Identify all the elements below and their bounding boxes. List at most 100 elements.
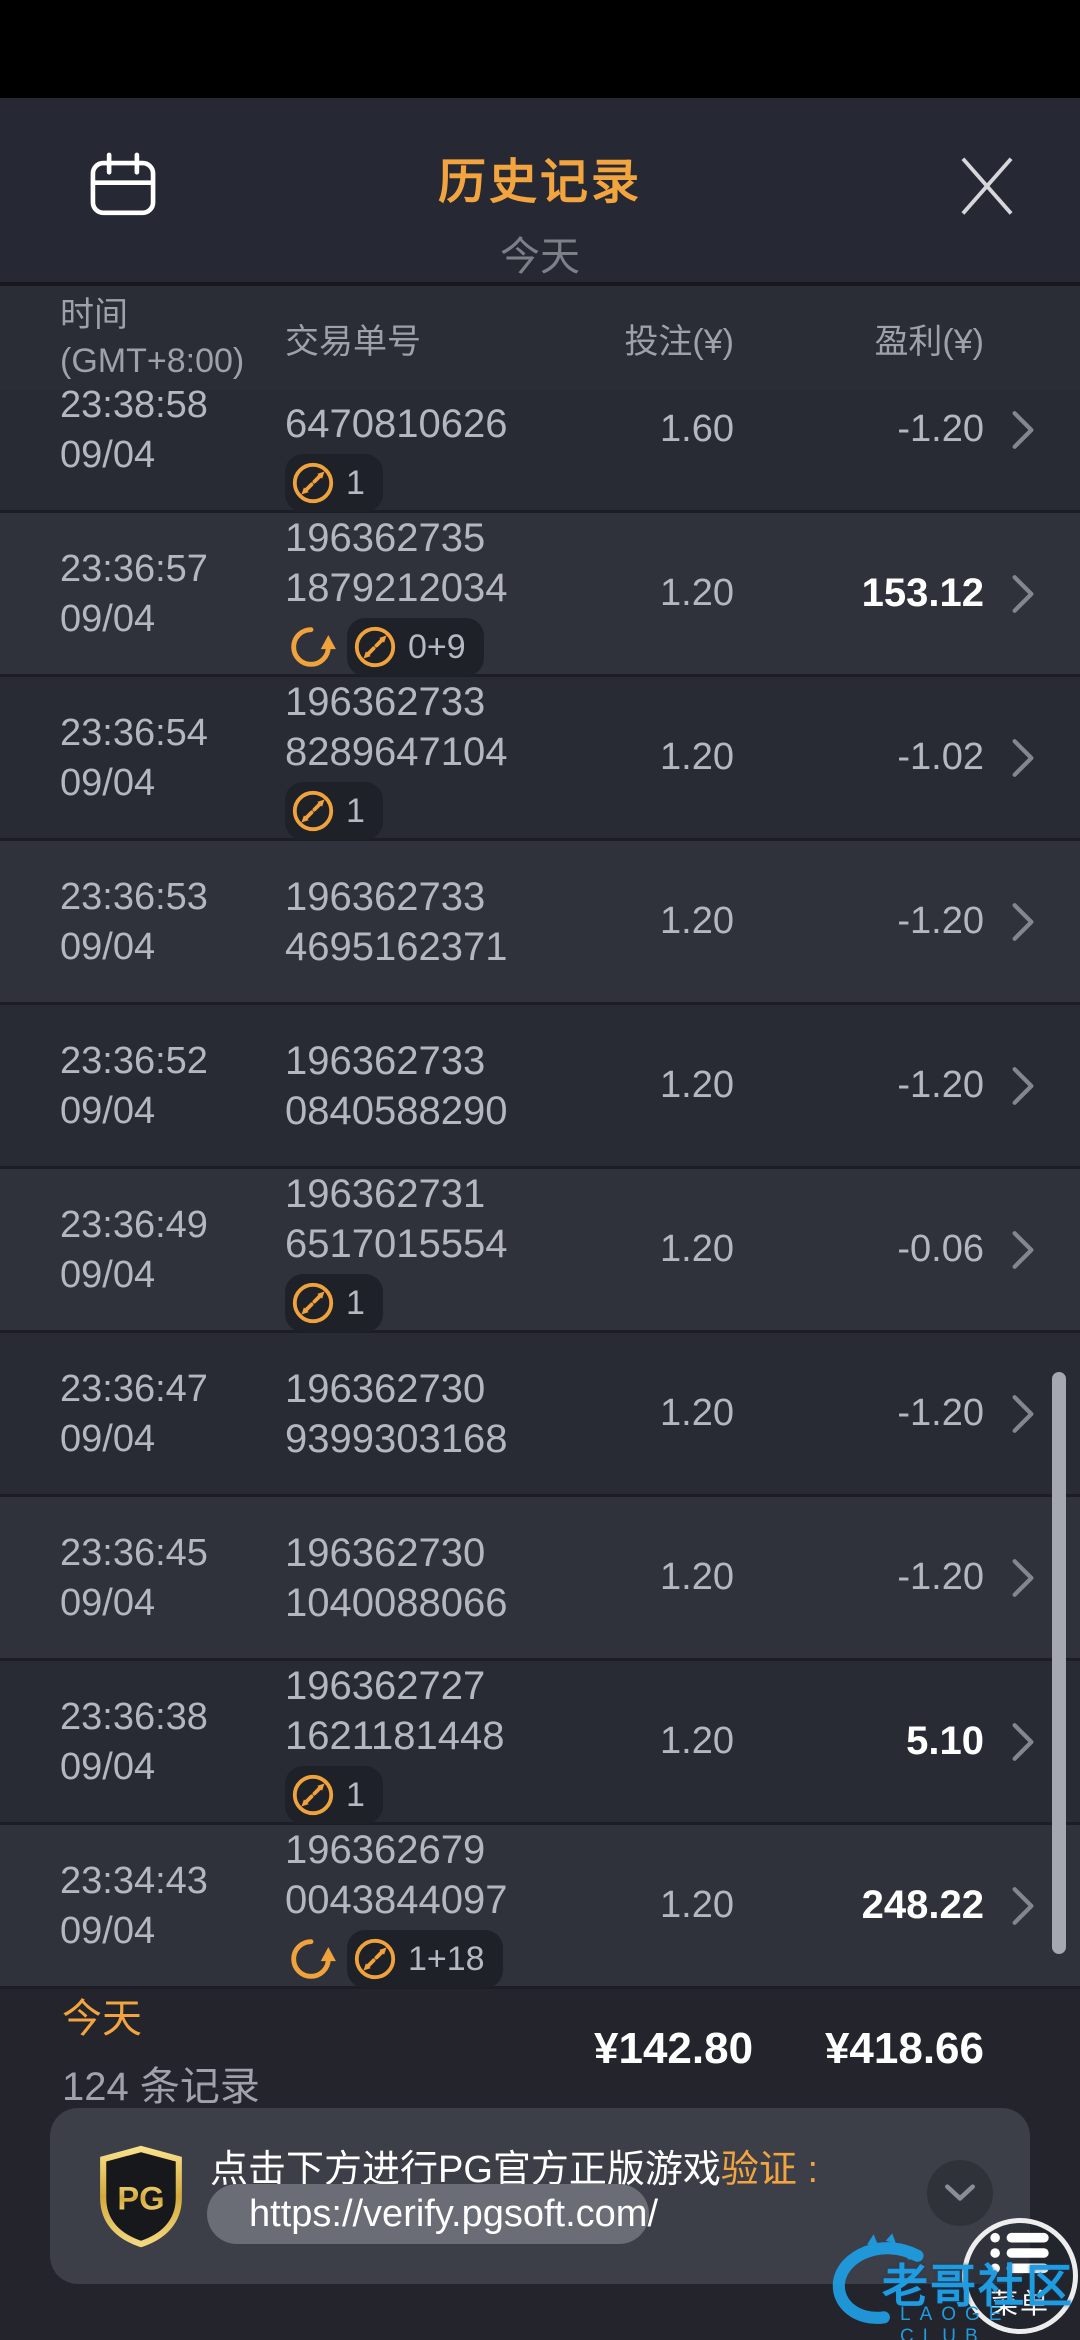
- table-row[interactable]: 23:36:52 09/04 196362733 0840588290 1.20…: [0, 1005, 1080, 1169]
- floating-menu-button[interactable]: 菜单: [962, 2218, 1078, 2334]
- row-date: 09/04: [60, 925, 156, 968]
- row-profit: -1.20: [897, 900, 984, 942]
- row-bet: 1.20: [660, 572, 734, 614]
- row-time: 23:36:57: [60, 547, 208, 590]
- feature-badge: 1: [285, 1273, 383, 1332]
- row-id-line2: 1621181448: [285, 1713, 505, 1758]
- table-row[interactable]: 23:36:54 09/04 196362733 8289647104: [0, 677, 1080, 841]
- column-bet: 投注(¥): [624, 322, 734, 361]
- row-bet: 1.20: [660, 1884, 734, 1926]
- chevron-right-icon: [1012, 738, 1034, 777]
- feature-badge: 1: [285, 781, 383, 840]
- row-id-cell: 196362733 0840588290: [285, 1036, 594, 1136]
- table-row[interactable]: 23:36:49 09/04 196362731 6517015554: [0, 1169, 1080, 1333]
- row-time: 23:36:38: [60, 1695, 208, 1738]
- row-profit: -1.20: [897, 1064, 984, 1106]
- row-id-line2: 6517015554: [285, 1221, 508, 1266]
- banner-verify-link[interactable]: 验证 :: [720, 2149, 819, 2191]
- row-id-line2: 1879212034: [285, 565, 508, 610]
- row-profit: -1.02: [897, 736, 984, 778]
- row-id-line1: 196362679: [285, 1827, 486, 1872]
- feature-badge: 0+9: [347, 617, 484, 676]
- row-id-line1: 196362730: [285, 1530, 486, 1575]
- chevron-right-icon: [1012, 1558, 1034, 1597]
- row-id-cell: 196362731 6517015554 1: [285, 1169, 594, 1332]
- chevron-right-icon: [1012, 902, 1034, 941]
- header: 历史记录 今天: [0, 98, 1080, 282]
- summary-total-profit: ¥418.66: [824, 2024, 984, 2073]
- row-profit: -0.06: [897, 1228, 984, 1270]
- verify-url-button[interactable]: https://verify.pgsoft.com/: [207, 2184, 658, 2244]
- calendar-icon: [90, 152, 156, 216]
- summary-record-count: 124 条记录: [62, 2065, 260, 2109]
- multiplier-icon: [292, 1282, 334, 1323]
- row-date: 09/04: [60, 1089, 156, 1132]
- row-badges: 1: [285, 453, 594, 512]
- feature-count: 1: [346, 1283, 365, 1322]
- row-id-line1: 196362733: [285, 1038, 486, 1083]
- table-row[interactable]: 23:36:53 09/04 196362733 4695162371 1.20…: [0, 841, 1080, 1005]
- row-id-cell: 196362733 4695162371: [285, 872, 594, 972]
- row-profit: 5.10: [906, 1719, 984, 1763]
- table-row[interactable]: 23:36:57 09/04 196362735 1879212034: [0, 513, 1080, 677]
- row-profit: -1.20: [897, 1392, 984, 1434]
- column-transaction-id: 交易单号: [285, 322, 421, 361]
- row-time: 23:36:45: [60, 1531, 208, 1574]
- row-time: 23:36:54: [60, 711, 208, 754]
- scrollbar[interactable]: [1052, 1372, 1066, 1954]
- chevron-down-icon: [945, 2184, 975, 2201]
- chevron-right-icon: [1012, 1066, 1034, 1105]
- table-row[interactable]: 23:36:47 09/04 196362730 9399303168 1.20…: [0, 1333, 1080, 1497]
- row-chevron[interactable]: [984, 409, 1036, 451]
- multiplier-icon: [292, 1774, 334, 1815]
- close-icon: [961, 157, 1013, 215]
- chevron-right-icon: [1012, 574, 1034, 613]
- summary-bar: 今天 124 条记录 ¥142.80 ¥418.66: [0, 1990, 1080, 2109]
- table-row[interactable]: 23:38:58 09/04 196362736 6470810626: [0, 390, 1080, 513]
- chevron-right-icon: [1012, 1722, 1034, 1761]
- row-id-line1: 196362730: [285, 1366, 486, 1411]
- table-row[interactable]: 23:36:38 09/04 196362727 1621181448: [0, 1661, 1080, 1825]
- feature-count: 1+18: [408, 1939, 485, 1978]
- row-chevron[interactable]: [984, 1885, 1036, 1927]
- row-profit: 248.22: [861, 1883, 984, 1927]
- row-bet: 1.20: [660, 1556, 734, 1598]
- row-id-cell: 196362736 6470810626 1: [285, 390, 594, 512]
- row-id-line2: 1040088066: [285, 1580, 508, 1625]
- row-time: 23:34:43: [60, 1859, 208, 1902]
- row-id-line1: 196362736: [285, 390, 594, 399]
- row-date: 09/04: [60, 1253, 156, 1296]
- row-chevron[interactable]: [984, 573, 1036, 615]
- row-id-cell: 196362735 1879212034: [285, 513, 594, 676]
- row-id-line2: 4695162371: [285, 924, 508, 969]
- close-button[interactable]: [952, 150, 1022, 220]
- row-time-cell: 23:36:52 09/04: [60, 1036, 285, 1136]
- row-chevron[interactable]: [984, 1557, 1036, 1599]
- multiplier-icon: [354, 626, 396, 667]
- column-profit: 盈利(¥): [874, 322, 984, 361]
- row-chevron[interactable]: [984, 1393, 1036, 1435]
- row-bet: 1.20: [660, 1228, 734, 1270]
- collapse-banner-button[interactable]: [927, 2160, 993, 2226]
- table-row[interactable]: 23:36:45 09/04 196362730 1040088066 1.20…: [0, 1497, 1080, 1661]
- row-badges: 1+18: [285, 1929, 594, 1988]
- row-chevron[interactable]: [984, 1229, 1036, 1271]
- calendar-button[interactable]: [86, 148, 160, 222]
- row-profit: -1.20: [897, 1556, 984, 1598]
- row-chevron[interactable]: [984, 1721, 1036, 1763]
- watermark-brand: 老哥社区: [882, 2260, 1074, 2312]
- table-row[interactable]: 23:34:43 09/04 196362679 0043844097: [0, 1825, 1080, 1989]
- row-chevron[interactable]: [984, 901, 1036, 943]
- row-time-cell: 23:36:49 09/04: [60, 1200, 285, 1300]
- summary-label: 今天: [62, 1997, 142, 2041]
- row-time-cell: 23:36:45 09/04: [60, 1528, 285, 1628]
- row-chevron[interactable]: [984, 1065, 1036, 1107]
- multiplier-icon: [292, 790, 334, 831]
- row-bet: 1.20: [660, 736, 734, 778]
- row-time: 23:38:58: [60, 390, 208, 426]
- row-chevron[interactable]: [984, 737, 1036, 779]
- menu-list-icon: [990, 2232, 1049, 2273]
- feature-badge: 1+18: [347, 1929, 503, 1988]
- row-time: 23:36:52: [60, 1039, 208, 1082]
- verify-url: https://verify.pgsoft.com/: [249, 2192, 659, 2235]
